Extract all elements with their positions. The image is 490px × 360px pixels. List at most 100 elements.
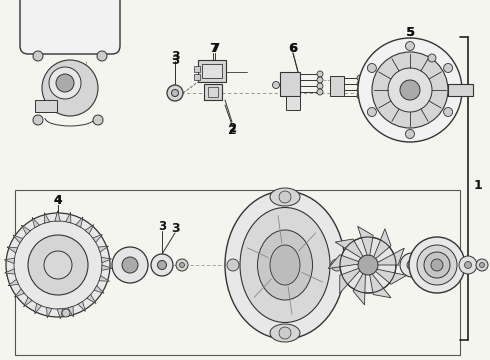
Circle shape [357,87,363,93]
Polygon shape [93,234,102,242]
Bar [204,84,222,100]
Bar [286,96,300,110]
Circle shape [368,108,376,117]
Circle shape [279,191,291,203]
Bar [330,76,344,96]
Polygon shape [7,247,18,253]
Bar [194,66,200,72]
Polygon shape [87,294,96,303]
Circle shape [357,81,363,87]
Polygon shape [98,246,109,252]
Text: 3: 3 [171,50,179,63]
Circle shape [459,256,477,274]
Circle shape [340,237,396,293]
Text: 5: 5 [406,26,414,39]
Text: 7: 7 [209,41,218,54]
Polygon shape [94,285,104,293]
Circle shape [272,81,279,89]
Bar [194,74,200,80]
Polygon shape [328,255,359,269]
Circle shape [227,259,239,271]
Bar [202,64,222,78]
Polygon shape [99,276,109,281]
Text: 4: 4 [53,194,62,207]
Polygon shape [47,307,52,318]
Polygon shape [32,217,39,228]
Polygon shape [4,269,15,274]
Circle shape [317,71,323,77]
Circle shape [443,108,453,117]
Circle shape [443,63,453,72]
Circle shape [431,259,443,271]
Polygon shape [374,229,391,258]
Circle shape [279,327,291,339]
Bar [208,87,218,97]
Bar [448,84,473,96]
Circle shape [406,130,415,139]
Circle shape [151,254,173,276]
Ellipse shape [270,324,300,342]
Ellipse shape [270,245,300,285]
Ellipse shape [270,188,300,206]
Circle shape [400,253,424,277]
Circle shape [176,259,188,271]
Text: 2: 2 [228,123,236,136]
Circle shape [44,251,72,279]
Circle shape [406,41,415,50]
Ellipse shape [225,191,345,339]
Circle shape [388,68,432,112]
Text: 7: 7 [211,41,219,54]
Polygon shape [8,279,19,286]
Polygon shape [35,303,42,314]
Circle shape [172,90,178,96]
Circle shape [476,259,488,271]
Polygon shape [24,297,32,307]
Text: 3: 3 [158,220,166,233]
Circle shape [409,237,465,293]
Text: 1: 1 [474,179,482,192]
Circle shape [357,93,363,99]
Circle shape [49,67,81,99]
Polygon shape [15,289,24,297]
Polygon shape [45,213,49,223]
Circle shape [157,261,167,270]
Circle shape [33,51,43,61]
FancyBboxPatch shape [20,0,120,54]
Polygon shape [66,212,71,223]
Text: 4: 4 [54,194,62,207]
Text: 6: 6 [289,41,297,54]
Polygon shape [55,211,60,221]
Circle shape [317,89,323,95]
Circle shape [28,235,88,295]
Circle shape [179,262,185,267]
Polygon shape [4,258,15,264]
Polygon shape [101,257,112,263]
Bar [15,190,460,355]
Polygon shape [376,269,407,284]
Polygon shape [85,225,94,234]
Bar [35,100,57,112]
Polygon shape [358,226,373,255]
Circle shape [56,74,74,92]
Circle shape [97,51,107,61]
Circle shape [358,255,378,275]
Circle shape [317,83,323,89]
Circle shape [357,75,363,81]
Polygon shape [335,239,363,258]
Circle shape [167,85,183,101]
Text: 5: 5 [406,26,415,39]
Ellipse shape [258,230,313,300]
Polygon shape [340,269,360,293]
Polygon shape [378,248,404,265]
Polygon shape [370,274,391,298]
Circle shape [372,52,448,128]
Circle shape [62,309,70,317]
Polygon shape [353,274,366,305]
Circle shape [122,257,138,273]
Circle shape [417,245,457,285]
Circle shape [331,259,343,271]
Circle shape [42,60,98,116]
Text: 3: 3 [171,221,179,234]
Circle shape [317,77,323,83]
Polygon shape [76,217,83,227]
